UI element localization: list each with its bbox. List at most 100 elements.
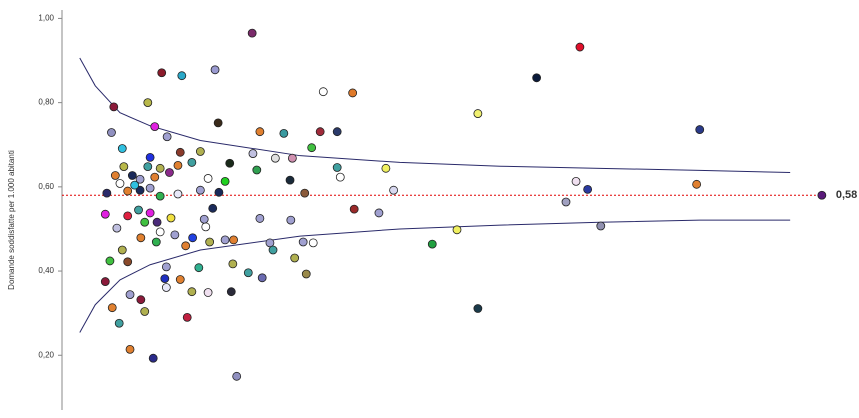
point [166,213,176,223]
point [107,303,117,313]
point [145,152,155,162]
y-tick-label: 0,40 [38,266,54,275]
point [173,189,183,199]
point [155,163,165,173]
point [134,205,143,215]
point [127,171,137,180]
point [389,185,399,195]
point [332,163,342,172]
point [286,215,296,225]
point [175,275,185,284]
point [220,176,230,186]
point [162,132,172,142]
point [112,223,122,233]
y-tick-label: 0,20 [38,350,54,359]
point [148,353,158,363]
point [160,274,170,284]
point [213,118,223,128]
point [195,147,205,156]
point [374,208,384,218]
point [107,128,116,137]
y-axis-title: Domande soddisfatte per 1.000 abitanti [7,150,16,290]
reference-point [817,190,827,200]
point [115,179,125,188]
point [182,312,192,322]
point [195,185,205,195]
point [561,197,571,207]
point [348,88,358,98]
point [279,128,289,138]
point [307,143,317,153]
point [187,287,197,297]
point [150,172,160,182]
point [473,109,483,118]
point [143,162,153,172]
point [170,230,180,240]
point [119,162,129,172]
point [175,147,185,157]
point [532,73,542,83]
point [123,186,133,196]
point [187,158,197,167]
point [130,180,140,190]
point [140,217,150,227]
point [243,268,253,278]
point [152,217,162,227]
point [123,257,133,267]
point [150,122,160,132]
point [583,184,593,194]
point [301,269,311,279]
point [161,262,171,272]
point [315,127,325,137]
point [452,225,462,235]
point [173,160,183,170]
point [136,295,146,305]
point [135,174,145,184]
point [214,187,224,197]
point [155,227,165,237]
point [151,237,161,247]
point [102,188,112,198]
point [140,307,150,316]
point [220,235,230,245]
point [285,175,295,185]
control-limit-lower [79,219,791,333]
point [268,245,278,255]
point [349,204,359,214]
point [117,144,127,153]
point [692,179,702,189]
point [318,87,328,97]
point [270,153,280,163]
point [181,241,191,251]
point [105,256,115,266]
point [114,318,124,328]
point [695,125,705,134]
point [332,127,342,137]
point [208,203,218,213]
point [177,71,187,81]
point [123,211,133,221]
control-limit-upper [79,57,791,174]
point [161,283,171,292]
point [381,163,391,173]
point [110,171,120,180]
point [201,222,211,232]
point [225,158,235,168]
point [125,344,135,354]
point [194,263,204,273]
point [290,253,300,263]
point [210,65,220,75]
point [226,287,236,297]
point [248,149,258,158]
point [575,42,585,52]
point [125,290,135,300]
point [100,209,110,219]
point [205,237,215,247]
point [265,238,275,248]
y-tick-label: 0,60 [38,182,54,191]
point [252,165,262,175]
point [143,98,153,108]
point [596,221,606,231]
point [165,168,174,177]
